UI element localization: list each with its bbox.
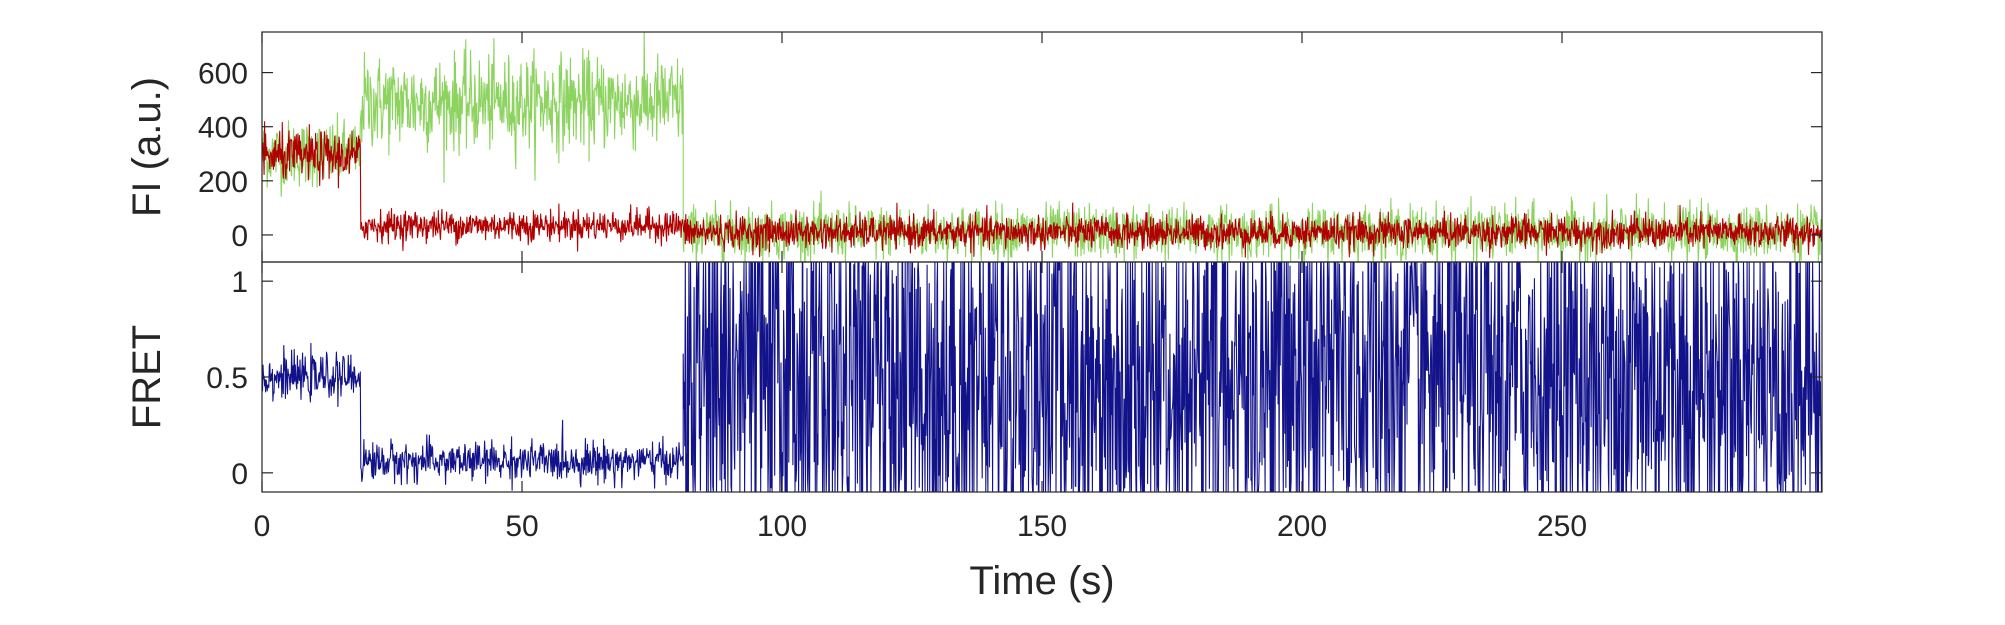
x-tick-label: 50: [505, 510, 538, 543]
x-tick-label: 200: [1277, 510, 1327, 543]
y-tick-label: 1: [231, 266, 248, 299]
y-tick-label: 400: [198, 112, 248, 145]
fluorescence-y-axis-label: FI (a.u.): [125, 77, 169, 217]
y-tick-label: 0: [231, 220, 248, 253]
fret-panel: 0 0.5 1 0 50 100 150 200 250 FRET: [125, 261, 1823, 543]
y-tick-label: 200: [198, 166, 248, 199]
x-tick-label: 0: [254, 510, 271, 543]
x-tick-label: 150: [1017, 510, 1067, 543]
trace-line: [262, 262, 1822, 492]
fluorescence-traces: [262, 32, 1822, 262]
trace-line: [262, 121, 1822, 259]
fluorescence-panel: 0 200 400 600 FI (a.u.): [125, 31, 1823, 263]
fret-traces: [262, 262, 1822, 492]
fret-ticks: 0 0.5 1 0 50 100 150 200 250: [206, 262, 1822, 543]
y-tick-label: 600: [198, 58, 248, 91]
y-tick-label: 0: [231, 458, 248, 491]
fret-y-axis-label: FRET: [125, 325, 169, 429]
y-tick-label: 0.5: [206, 362, 248, 395]
x-tick-label: 250: [1537, 510, 1587, 543]
time-x-axis-label: Time (s): [969, 559, 1114, 603]
fluorescence-ticks: 0 200 400 600: [198, 32, 1822, 262]
trace-line: [262, 32, 1822, 262]
x-tick-label: 100: [757, 510, 807, 543]
